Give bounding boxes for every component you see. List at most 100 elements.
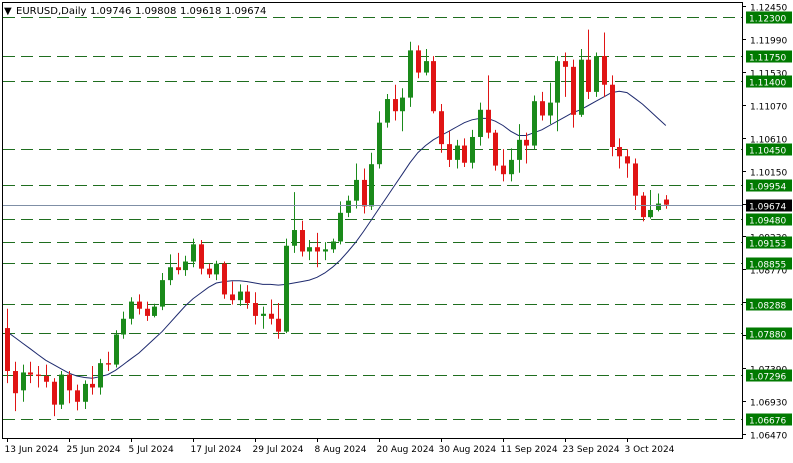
x-tick-label: 29 Jul 2024 — [253, 445, 304, 455]
level-label-box — [746, 75, 792, 88]
candle — [470, 129, 475, 169]
candle — [447, 131, 452, 168]
candle — [548, 82, 553, 125]
x-tick-label: 30 Aug 2024 — [439, 445, 497, 455]
candle — [160, 272, 165, 311]
candle — [656, 193, 661, 212]
header-high: 1.09808 — [135, 6, 176, 17]
candle-body — [362, 179, 367, 207]
candle-body — [486, 109, 491, 133]
candle — [90, 366, 95, 395]
candle — [532, 95, 537, 150]
candle-body — [106, 363, 111, 365]
candle — [59, 371, 64, 409]
y-tick-label: 1.11530 — [750, 70, 787, 80]
candle-body — [315, 247, 320, 252]
candle — [83, 380, 88, 409]
candle — [21, 364, 26, 402]
header-arrow-icon: ▼ — [4, 6, 12, 17]
candle — [617, 138, 622, 169]
candle-body — [199, 244, 204, 269]
candle-body — [121, 318, 126, 335]
x-tick-label: 20 Aug 2024 — [377, 445, 435, 455]
moving-average-line — [6, 90, 667, 379]
level-label: 1.09153 — [749, 240, 786, 250]
candle — [362, 168, 367, 214]
candle — [455, 139, 460, 169]
level-label-box — [746, 50, 792, 63]
candle — [610, 75, 615, 157]
level-label: 1.07296 — [749, 373, 786, 383]
candle-body — [400, 97, 405, 112]
candle — [199, 240, 204, 275]
level-label-box — [746, 413, 792, 426]
level-label-box — [746, 236, 792, 249]
candle-body — [90, 383, 95, 388]
candle-body — [75, 390, 80, 402]
candle — [594, 52, 599, 97]
candle-body — [354, 179, 359, 201]
candle — [602, 32, 607, 97]
candle-body — [548, 102, 553, 116]
x-tick-label: 5 Jul 2024 — [129, 445, 174, 455]
x-tick-label: 17 Jul 2024 — [191, 445, 242, 455]
candle — [245, 285, 250, 309]
candle — [648, 189, 653, 219]
candle — [439, 104, 444, 153]
candle-body — [563, 61, 568, 67]
candle-body — [470, 136, 475, 163]
level-label: 1.12300 — [749, 15, 786, 25]
candle-body — [21, 372, 26, 391]
candle-body — [478, 109, 483, 137]
candle-body — [664, 199, 669, 205]
candle — [114, 330, 119, 368]
candle — [625, 149, 630, 178]
level-label-box — [746, 179, 792, 192]
candle — [276, 303, 281, 339]
candle — [300, 220, 305, 257]
candle — [579, 48, 584, 117]
candle-body — [67, 374, 72, 391]
candle — [354, 163, 359, 209]
candle — [253, 292, 258, 325]
candle — [106, 351, 111, 372]
level-label-box — [746, 11, 792, 24]
y-tick-label: 1.11990 — [750, 37, 787, 47]
candle-body — [439, 111, 444, 145]
candle-body — [145, 308, 150, 316]
candle — [230, 281, 235, 305]
current-price-box — [746, 199, 792, 212]
candle-body — [152, 306, 157, 316]
candle-body — [307, 247, 312, 252]
level-label: 1.07880 — [749, 331, 786, 341]
candle — [191, 238, 196, 268]
candle-body — [408, 50, 413, 98]
y-tick-label: 1.08770 — [750, 267, 787, 277]
candle-body — [160, 280, 165, 307]
candle-body — [633, 163, 638, 196]
candle — [52, 378, 57, 417]
candle-body — [331, 241, 336, 250]
candle-body — [509, 159, 514, 175]
candle — [664, 195, 669, 209]
candle-body — [617, 146, 622, 157]
candle — [331, 238, 336, 253]
level-label: 1.10450 — [749, 147, 786, 157]
candle-body — [610, 84, 615, 147]
candle-body — [114, 334, 119, 365]
candle-body — [191, 244, 196, 262]
candle — [292, 192, 297, 253]
candle-body — [137, 301, 142, 309]
candle-body — [245, 291, 250, 304]
candle — [400, 88, 405, 132]
candle-body — [424, 61, 429, 73]
y-tick-label: 1.10150 — [750, 169, 787, 179]
candle-body — [183, 261, 188, 271]
candle — [416, 45, 421, 79]
candle — [13, 361, 18, 412]
time-axis: 13 Jun 2024 25 Jun 2024 5 Jul 2024 17 Jul 2… — [5, 438, 675, 455]
candle — [129, 297, 134, 325]
candle — [517, 124, 522, 173]
candle — [36, 366, 41, 388]
candle-body — [222, 263, 227, 295]
